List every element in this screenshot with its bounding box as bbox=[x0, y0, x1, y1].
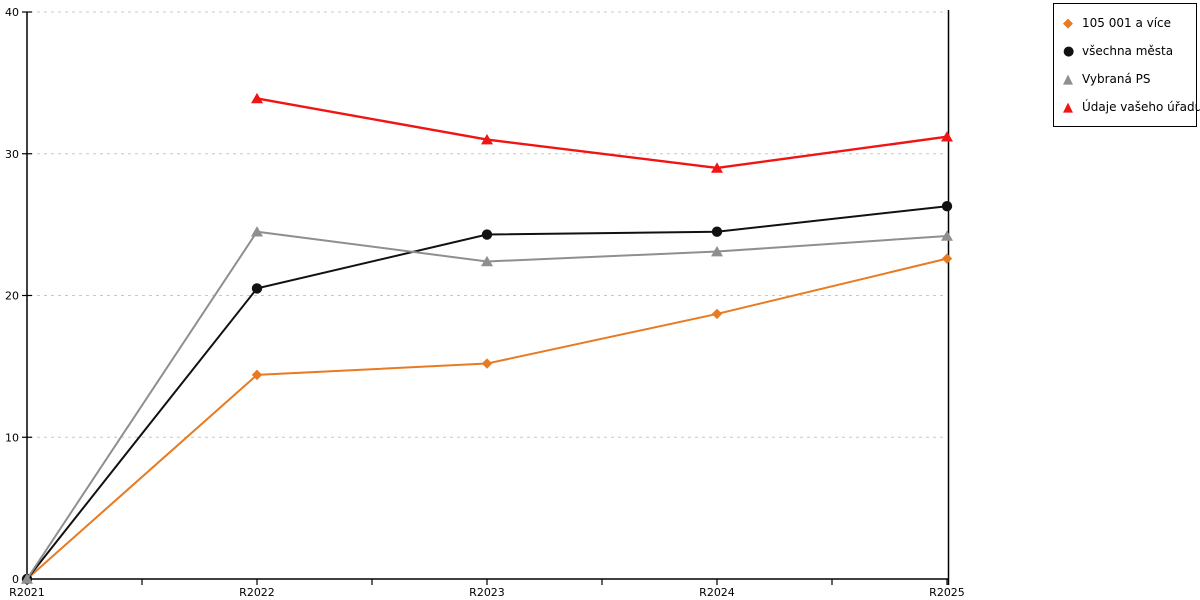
series-line-3 bbox=[256, 97, 948, 170]
y-tick-label: 30 bbox=[5, 148, 19, 161]
triangle-marker-icon bbox=[21, 573, 33, 584]
diamond-marker-icon bbox=[251, 369, 263, 381]
y-tick-label: 0 bbox=[12, 573, 19, 586]
y-tick-label: 20 bbox=[5, 290, 19, 303]
circle-marker-icon bbox=[481, 229, 493, 240]
x-tick-label: R2025 bbox=[929, 586, 965, 599]
legend-label: 105 001 a více bbox=[1082, 16, 1172, 30]
legend-item-2: ▲ Vybraná PS bbox=[1063, 65, 1192, 93]
x-tick-label: R2022 bbox=[239, 586, 275, 599]
legend-circle-icon: ● bbox=[1063, 43, 1075, 59]
diamond-marker-icon bbox=[941, 253, 953, 264]
diamond-marker-icon bbox=[711, 308, 723, 320]
legend-label: všechna města bbox=[1082, 44, 1174, 58]
diamond-marker-icon bbox=[481, 358, 493, 369]
legend-item-1: ● všechna města bbox=[1063, 37, 1192, 65]
legend: ◆ 105 001 a více ● všechna města ▲ Vybraná PS… bbox=[1053, 3, 1200, 127]
triangle-marker-icon bbox=[711, 162, 723, 173]
legend-triangle-icon: ▲ bbox=[1063, 71, 1073, 87]
legend-label: Údaje vašeho úřadu bbox=[1082, 100, 1200, 114]
x-tick-label: R2021 bbox=[9, 586, 45, 599]
triangle-marker-icon bbox=[941, 230, 953, 241]
triangle-marker-icon bbox=[251, 92, 263, 104]
legend-triangle-icon: ▲ bbox=[1063, 99, 1073, 115]
x-tick-label: R2024 bbox=[699, 586, 735, 599]
circle-marker-icon bbox=[941, 200, 953, 212]
triangle-marker-icon bbox=[941, 131, 953, 142]
triangle-marker-icon bbox=[481, 133, 493, 145]
y-tick-label: 10 bbox=[5, 431, 19, 444]
legend-item-3: ▲ Údaje vašeho úřadu bbox=[1063, 93, 1200, 121]
triangle-marker-icon bbox=[481, 255, 493, 267]
x-tick-label: R2023 bbox=[469, 586, 505, 599]
legend-diamond-icon: ◆ bbox=[1063, 15, 1073, 31]
circle-marker-icon bbox=[251, 283, 263, 294]
triangle-marker-icon bbox=[711, 245, 723, 257]
series-line-0 bbox=[26, 257, 948, 580]
y-tick-label: 40 bbox=[5, 6, 19, 19]
legend-label: Vybraná PS bbox=[1082, 72, 1151, 86]
circle-marker-icon bbox=[711, 226, 723, 237]
triangle-marker-icon bbox=[251, 226, 263, 237]
legend-item-0: ◆ 105 001 a více bbox=[1063, 9, 1192, 37]
